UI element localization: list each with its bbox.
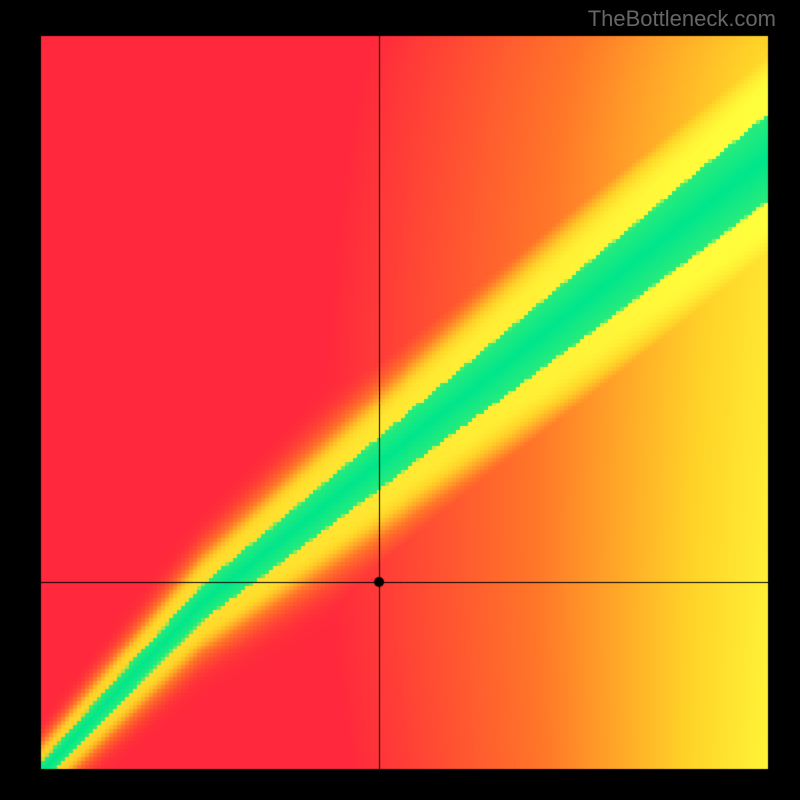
heatmap-canvas xyxy=(0,0,800,800)
chart-container: TheBottleneck.com xyxy=(0,0,800,800)
watermark-text: TheBottleneck.com xyxy=(588,6,776,32)
